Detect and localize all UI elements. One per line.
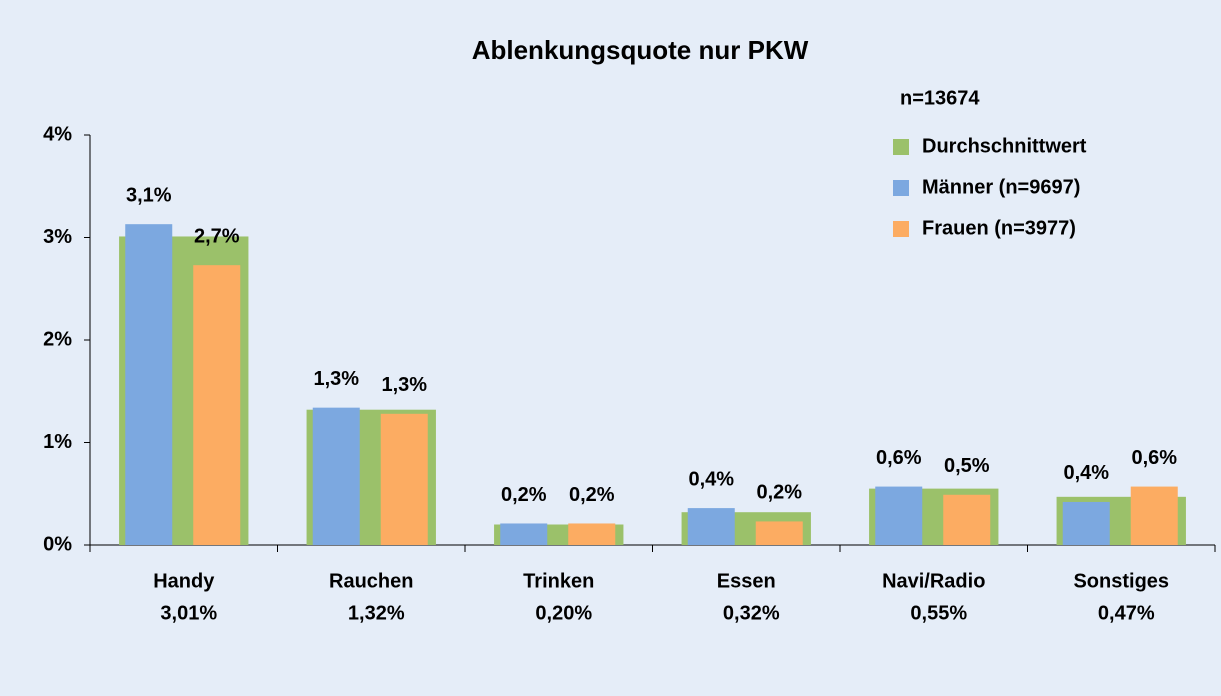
bar (380, 413, 428, 545)
x-tick-label: Handy (153, 570, 215, 592)
x-tick-label: Trinken (523, 570, 594, 592)
legend-swatch (893, 221, 909, 237)
data-label: 0,2% (756, 482, 802, 504)
legend-swatch (893, 139, 909, 155)
legend-label: Männer (n=9697) (922, 176, 1080, 198)
data-label: 0,4% (688, 468, 734, 490)
x-tick-label: Rauchen (329, 570, 413, 592)
bar (943, 494, 991, 545)
category-average-label: 3,01% (160, 602, 217, 624)
data-label: 0,4% (1063, 462, 1109, 484)
bar (568, 523, 616, 545)
data-label: 0,6% (876, 447, 922, 469)
bar (687, 508, 735, 545)
bar (500, 523, 548, 545)
category-average-label: 0,20% (535, 602, 592, 624)
y-tick-label: 4% (43, 123, 72, 145)
x-tick-label: Navi/Radio (882, 570, 985, 592)
category-average-label: 0,47% (1098, 602, 1155, 624)
data-label: 2,7% (194, 225, 240, 247)
y-tick-label: 0% (43, 533, 72, 555)
data-label: 0,2% (501, 484, 547, 506)
data-label: 3,1% (126, 184, 172, 206)
y-tick-label: 1% (43, 431, 72, 453)
bar (193, 265, 241, 545)
legend-label: Frauen (n=3977) (922, 217, 1076, 239)
legend-swatch (893, 180, 909, 196)
bar (312, 407, 360, 545)
bar (1062, 501, 1110, 545)
data-label: 0,5% (944, 455, 990, 477)
category-average-label: 1,32% (348, 602, 405, 624)
annotation: n=13674 (900, 87, 980, 109)
chart-title: Ablenkungsquote nur PKW (472, 35, 809, 65)
data-label: 1,3% (313, 368, 359, 390)
bar (755, 521, 803, 545)
y-tick-label: 3% (43, 226, 72, 248)
category-average-label: 0,32% (723, 602, 780, 624)
legend-label: Durchschnittwert (922, 135, 1087, 157)
y-tick-label: 2% (43, 328, 72, 350)
x-tick-label: Sonstiges (1073, 570, 1169, 592)
data-label: 0,6% (1131, 447, 1177, 469)
category-average-label: 0,55% (910, 602, 967, 624)
bar (1130, 486, 1178, 545)
data-label: 1,3% (381, 374, 427, 396)
data-label: 0,2% (569, 484, 615, 506)
bar (875, 486, 923, 545)
bar (125, 224, 173, 546)
x-tick-label: Essen (717, 570, 776, 592)
